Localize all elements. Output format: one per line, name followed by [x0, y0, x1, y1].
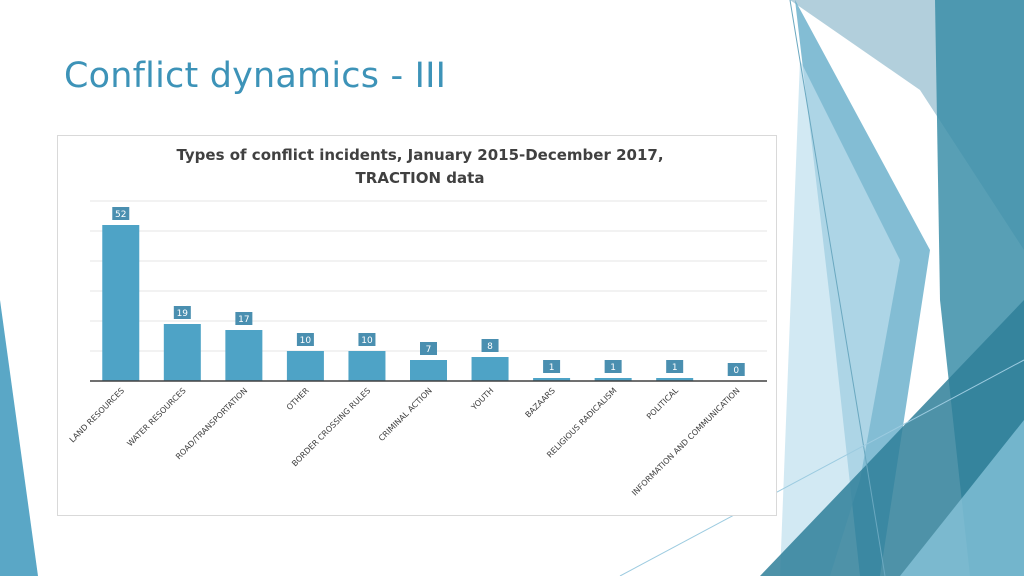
- decor-line-1: [789, 0, 886, 576]
- category-label: LAND RESOURCES: [68, 386, 126, 444]
- bar: [410, 360, 447, 381]
- decor-shape-left: [0, 300, 38, 576]
- chart-title: Types of conflict incidents, January 201…: [176, 146, 664, 187]
- data-label: 0: [733, 366, 739, 376]
- bar: [286, 351, 324, 381]
- bar: [656, 378, 694, 381]
- category-label: INFORMATION AND COMMUNICATION: [630, 386, 741, 497]
- data-label-box: [358, 333, 376, 346]
- data-label-box: [604, 360, 622, 373]
- data-label: 1: [610, 363, 616, 373]
- bar: [533, 378, 571, 381]
- data-label-box: [666, 360, 684, 373]
- data-label: 1: [549, 363, 555, 373]
- decor-line-2: [619, 359, 1024, 576]
- bar: [471, 357, 509, 381]
- category-label: POLITICAL: [645, 386, 681, 422]
- data-label: 19: [177, 309, 189, 319]
- decor-shape-light: [780, 60, 900, 576]
- slide-title: Conflict dynamics - III: [64, 56, 447, 96]
- category-label: YOUTH: [469, 386, 496, 413]
- bar: [102, 225, 140, 381]
- category-label: CRIMINAL ACTION: [377, 386, 434, 443]
- category-label: ROAD/TRANSPORTATION: [174, 386, 249, 461]
- category-label: WATER RESOURCES: [125, 386, 187, 448]
- data-label: 10: [361, 336, 373, 346]
- data-label-box: [727, 363, 745, 376]
- data-label: 52: [115, 210, 126, 220]
- data-label: 17: [238, 315, 249, 325]
- data-label: 10: [300, 336, 312, 346]
- data-label-box: [420, 342, 437, 355]
- data-label-box: [543, 360, 561, 373]
- data-label-box: [112, 207, 130, 220]
- data-label-box: [296, 333, 314, 346]
- bar: [594, 378, 632, 381]
- data-label-box: [173, 306, 191, 319]
- bar: [225, 330, 263, 381]
- category-label: RELIGIOUS RADICALISM: [545, 386, 618, 459]
- data-label: 8: [487, 342, 493, 352]
- bar: [163, 324, 201, 381]
- data-label-box: [235, 312, 253, 325]
- bar: [348, 351, 386, 381]
- data-label: 1: [672, 363, 678, 373]
- category-label: OTHER: [285, 386, 311, 412]
- decor-shape-bottom-light: [900, 420, 1024, 576]
- data-label: 7: [426, 345, 432, 355]
- category-label: BAZAARS: [524, 386, 557, 419]
- data-label-box: [481, 339, 499, 352]
